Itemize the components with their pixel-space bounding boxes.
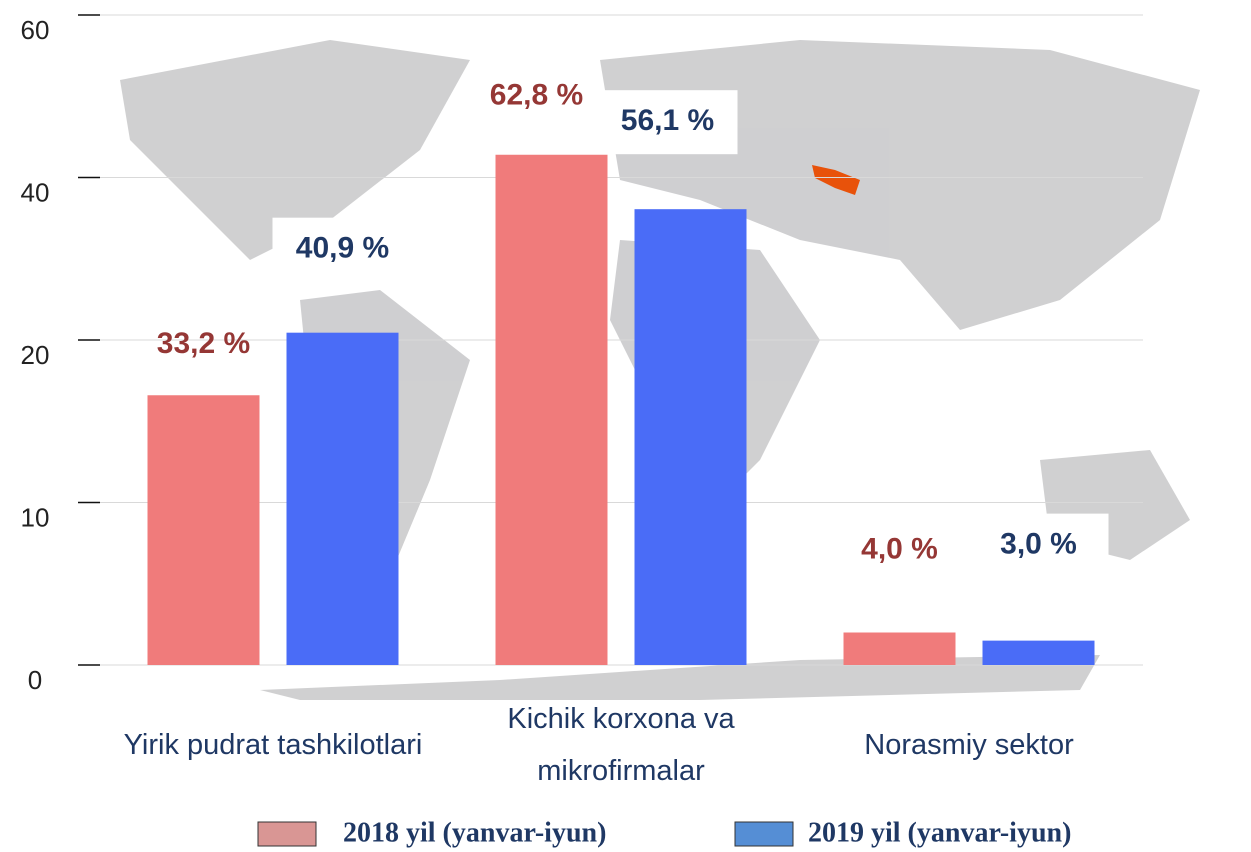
bar: [147, 395, 260, 665]
x-tick-label: Kichik korxona va mikrofirmalar: [507, 703, 735, 787]
y-tick-label: 60: [21, 15, 50, 45]
data-label: 56,1 %: [621, 104, 714, 137]
bar: [634, 209, 747, 665]
label-box: [968, 513, 1109, 578]
y-tick-label: 40: [21, 177, 50, 207]
bar: [982, 640, 1095, 665]
legend-swatch: [734, 821, 794, 847]
y-tick-label: 0: [28, 665, 42, 695]
highlight-region: [812, 165, 860, 195]
bar: [495, 154, 608, 665]
legend-label: 2018 yil (yanvar-iyun): [343, 817, 606, 848]
bar: [843, 632, 956, 665]
data-label: 3,0 %: [1000, 528, 1077, 561]
x-tick-label: Norasmiy sektor: [864, 729, 1074, 761]
data-label: 4,0 %: [861, 532, 938, 565]
y-tick-label: 10: [21, 502, 50, 532]
y-tick-label: 20: [21, 340, 50, 370]
label-box: [597, 90, 738, 155]
legend-label: 2019 yil (yanvar-iyun): [808, 817, 1071, 848]
data-label: 33,2 %: [157, 327, 250, 360]
data-label: 40,9 %: [296, 232, 389, 265]
label-box: [272, 217, 413, 282]
data-label: 62,8 %: [490, 79, 583, 112]
x-tick-label: Yirik pudrat tashkilotlari: [124, 729, 423, 761]
legend-swatch: [257, 821, 317, 847]
bar: [286, 332, 399, 665]
